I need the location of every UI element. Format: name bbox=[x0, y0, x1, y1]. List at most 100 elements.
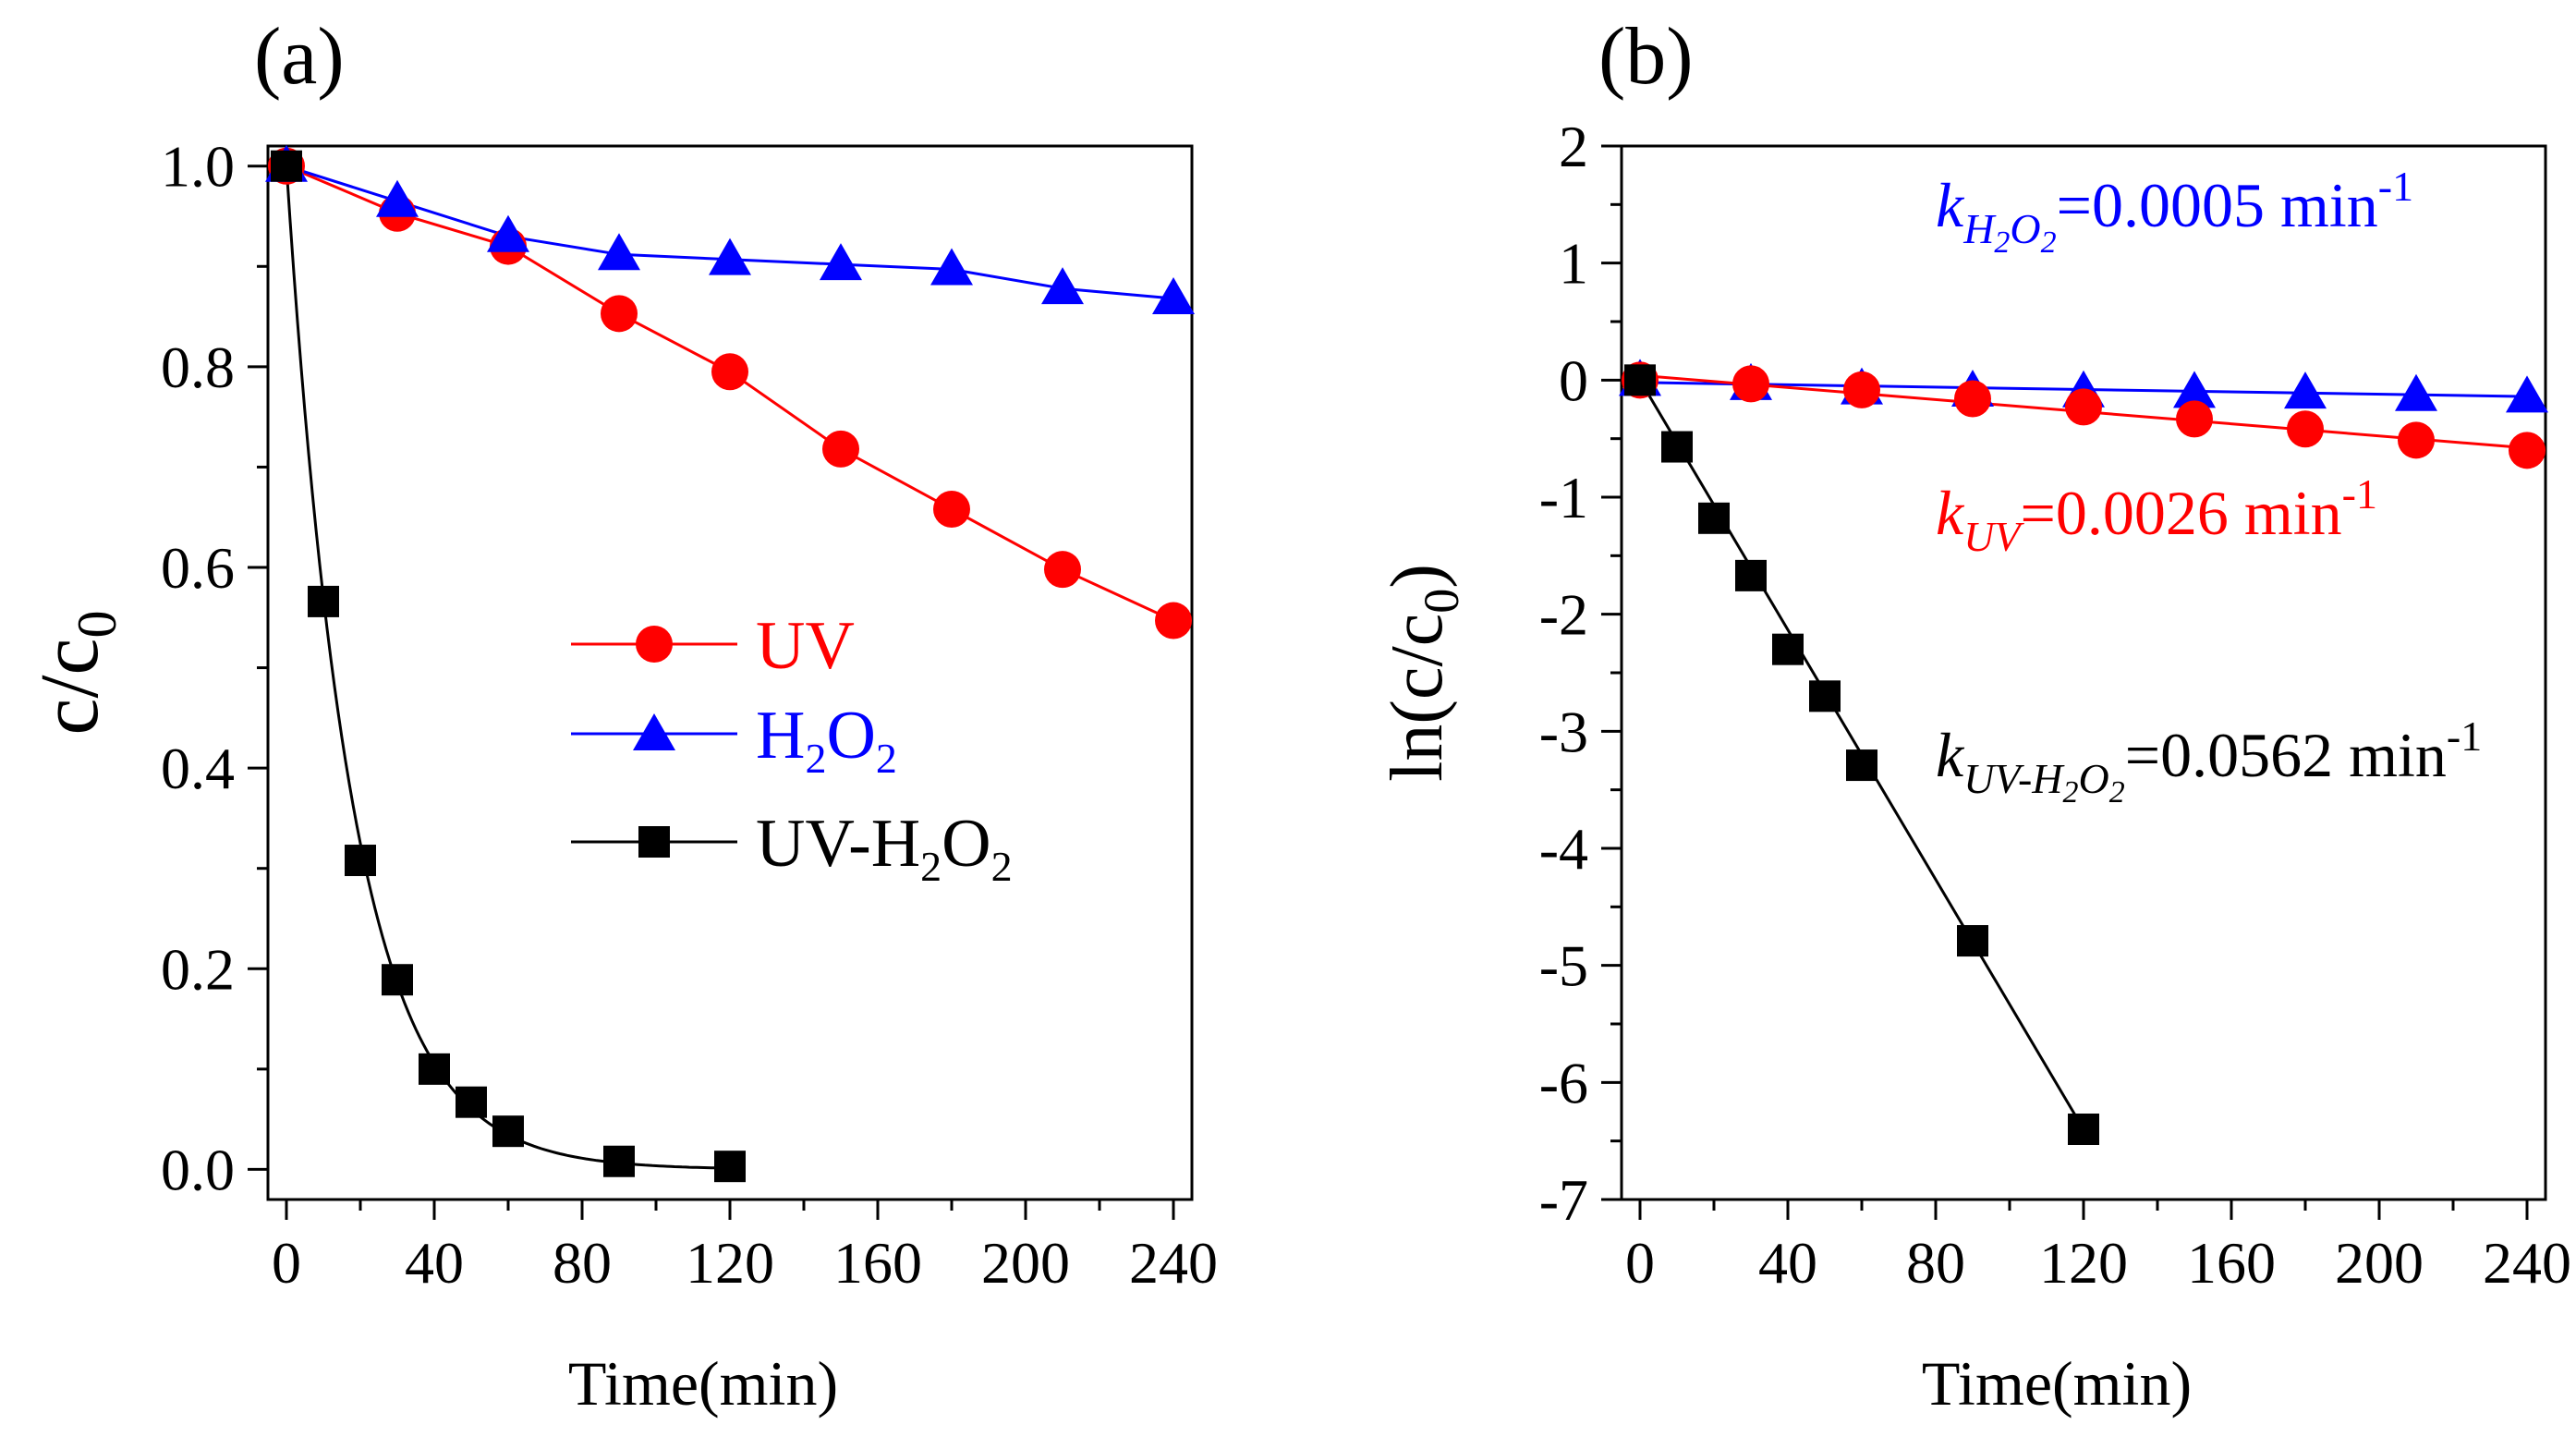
panel-b-y-tick-label: 0 bbox=[1559, 347, 1588, 413]
annotation-k-uvh2o2-subsub1: 2 bbox=[2063, 775, 2079, 810]
panel-a-x-tick-label: 120 bbox=[686, 1230, 774, 1296]
panel-b-y-tick-label: 1 bbox=[1559, 231, 1588, 297]
panel-b-x-tick-label: 160 bbox=[2187, 1230, 2276, 1296]
panel-a-x-tick-label: 80 bbox=[553, 1230, 612, 1296]
legend-uvh2o2-sub1: 2 bbox=[920, 843, 942, 890]
panel-b-x-axis-title: Time(min) bbox=[1922, 1348, 2192, 1419]
annotation-k-uv-k: k bbox=[1936, 478, 1965, 548]
data-point-h2o2 bbox=[598, 233, 640, 271]
series-line-uvh2o2 bbox=[285, 165, 730, 1170]
data-point-uv bbox=[2176, 400, 2213, 438]
data-point-uv bbox=[1843, 371, 1880, 408]
annotation-k-h2o2-subsub1: 2 bbox=[1994, 225, 2010, 260]
data-point-uvh2o2 bbox=[1957, 925, 1988, 957]
annotation-k-uv-exp: -1 bbox=[2342, 470, 2377, 518]
panel-a-y-axis-title: c/c0 bbox=[24, 611, 128, 736]
data-point-h2o2 bbox=[709, 237, 751, 275]
legend-uvh2o2-label: UV-H2O2 bbox=[756, 806, 1013, 890]
annotation-k-h2o2-exp: -1 bbox=[2378, 163, 2413, 210]
panel-b-label: (b) bbox=[1598, 12, 1694, 102]
panel-b-x-tick-label: 80 bbox=[1906, 1230, 1965, 1296]
data-point-uvh2o2 bbox=[1772, 633, 1804, 665]
data-point-uvh2o2 bbox=[382, 964, 413, 996]
data-point-h2o2 bbox=[376, 179, 419, 217]
legend: UV H2O2 UV-H2O2 bbox=[571, 608, 1013, 890]
panel-b-x-tick-label: 0 bbox=[1625, 1230, 1655, 1296]
legend-h2o2-label: H2O2 bbox=[756, 698, 897, 782]
panel-b: (b) 0 40 80 120 160 200 240 -7-6-5-4-3-2-1012 … bbox=[1377, 12, 2571, 1419]
annotation-k-h2o2-value: =0.0005 min bbox=[2057, 170, 2378, 240]
panel-b-y-axis-title: ln(c/c0) bbox=[1377, 564, 1469, 782]
series-line-h2o2 bbox=[286, 164, 1174, 300]
annotation-k-uvh2o2-subsub2: 2 bbox=[2109, 775, 2125, 810]
data-point-uvh2o2 bbox=[1624, 364, 1656, 396]
panel-a-y-tick-label: 0.6 bbox=[161, 535, 235, 601]
panel-b-y-tick-label: -6 bbox=[1539, 1050, 1588, 1115]
data-point-uv bbox=[2287, 410, 2324, 448]
data-point-uvh2o2 bbox=[1846, 749, 1877, 782]
annotation-k-uvh2o2-k: k bbox=[1936, 720, 1965, 790]
legend-uvh2o2-marker bbox=[638, 826, 670, 858]
panel-a-x-tick-label: 40 bbox=[405, 1230, 464, 1296]
data-point-uv bbox=[1155, 602, 1192, 639]
data-point-uv bbox=[601, 295, 638, 333]
annotation-k-uvh2o2-sub1: UV-H bbox=[1963, 755, 2065, 802]
panel-a-x-tick-label: 160 bbox=[833, 1230, 922, 1296]
data-point-uvh2o2 bbox=[345, 845, 376, 877]
panel-b-y-tick-label: -5 bbox=[1539, 933, 1588, 999]
panel-a-x-tick-label: 240 bbox=[1129, 1230, 1218, 1296]
annotation-k-h2o2: kH2O2=0.0005 min-1 bbox=[1936, 163, 2413, 260]
panel-b-x-tick-label: 40 bbox=[1758, 1230, 1817, 1296]
panel-a-label: (a) bbox=[254, 12, 345, 102]
panel-b-y-tick-label: 2 bbox=[1559, 114, 1588, 179]
panel-b-y-tick-label: -3 bbox=[1539, 699, 1588, 764]
data-point-h2o2 bbox=[1041, 267, 1084, 305]
panel-a-y-tick-label: 1.0 bbox=[161, 134, 235, 200]
legend-uv-name: UV bbox=[756, 608, 855, 684]
data-point-uvh2o2 bbox=[1809, 680, 1841, 712]
data-point-uvh2o2 bbox=[2068, 1114, 2099, 1145]
panel-a: (a) 0 40 80 120 160 200 240 0.0 0.2 0.4 0.6 0.8 1.0… bbox=[24, 12, 1218, 1419]
panel-a-y-ticks: 0.0 0.2 0.4 0.6 0.8 1.0 bbox=[161, 134, 268, 1202]
panel-b-frame bbox=[1620, 144, 2547, 1201]
panel-a-y-axis-title-main: c/c bbox=[24, 639, 115, 736]
panel-b-y-tick-label: -7 bbox=[1539, 1167, 1588, 1233]
panel-b-y-tick-label: -4 bbox=[1539, 816, 1588, 882]
panel-b-x-tick-label: 200 bbox=[2335, 1230, 2424, 1296]
annotation-k-h2o2-subsub2: 2 bbox=[2041, 225, 2057, 260]
panel-a-y-tick-label: 0.8 bbox=[161, 335, 235, 400]
data-point-h2o2 bbox=[487, 214, 529, 252]
data-point-h2o2 bbox=[820, 243, 862, 281]
annotation-k-uvh2o2-value: =0.0562 min bbox=[2125, 720, 2447, 790]
annotation-k-uvh2o2-sub2: O bbox=[2079, 755, 2109, 802]
data-point-uv bbox=[2065, 388, 2102, 426]
panel-a-x-tick-label: 0 bbox=[272, 1230, 301, 1296]
data-point-uv bbox=[1954, 380, 1991, 418]
data-point-uv bbox=[933, 491, 970, 529]
data-point-h2o2 bbox=[2506, 375, 2548, 413]
annotation-k-uv: kUV=0.0026 min-1 bbox=[1936, 470, 2377, 560]
panel-b-x-tick-label: 240 bbox=[2483, 1230, 2571, 1296]
annotation-k-h2o2-sub2: O bbox=[2010, 205, 2040, 252]
data-point-uv bbox=[2509, 432, 2546, 469]
panel-b-series-markers bbox=[1619, 359, 2548, 1145]
data-point-uvh2o2 bbox=[456, 1086, 487, 1118]
annotation-k-h2o2-k: k bbox=[1936, 170, 1965, 240]
panel-a-y-axis-title-sub: 0 bbox=[67, 611, 128, 639]
panel-b-x-tick-label: 120 bbox=[2039, 1230, 2128, 1296]
panel-b-x-ticks: 0 40 80 120 160 200 240 bbox=[1625, 1200, 2571, 1296]
panel-b-y-tick-label: -1 bbox=[1539, 465, 1588, 530]
panel-a-x-tick-label: 200 bbox=[981, 1230, 1070, 1296]
annotation-k-uvh2o2: kUV-H2O2=0.0562 min-1 bbox=[1936, 712, 2482, 810]
legend-uv-label: UV bbox=[756, 608, 855, 684]
legend-h2o2-sub1: 2 bbox=[805, 735, 826, 782]
data-point-h2o2 bbox=[930, 248, 973, 286]
data-point-h2o2 bbox=[1152, 277, 1195, 315]
data-point-uv bbox=[711, 353, 748, 391]
annotation-k-uvh2o2-exp: -1 bbox=[2447, 712, 2482, 760]
legend-h2o2-o: O bbox=[826, 698, 875, 773]
legend-uvh2o2-main: UV-H bbox=[756, 806, 920, 882]
panel-b-y-axis-title-main: ln(c/c bbox=[1377, 614, 1458, 782]
data-point-uv bbox=[1732, 365, 1769, 403]
